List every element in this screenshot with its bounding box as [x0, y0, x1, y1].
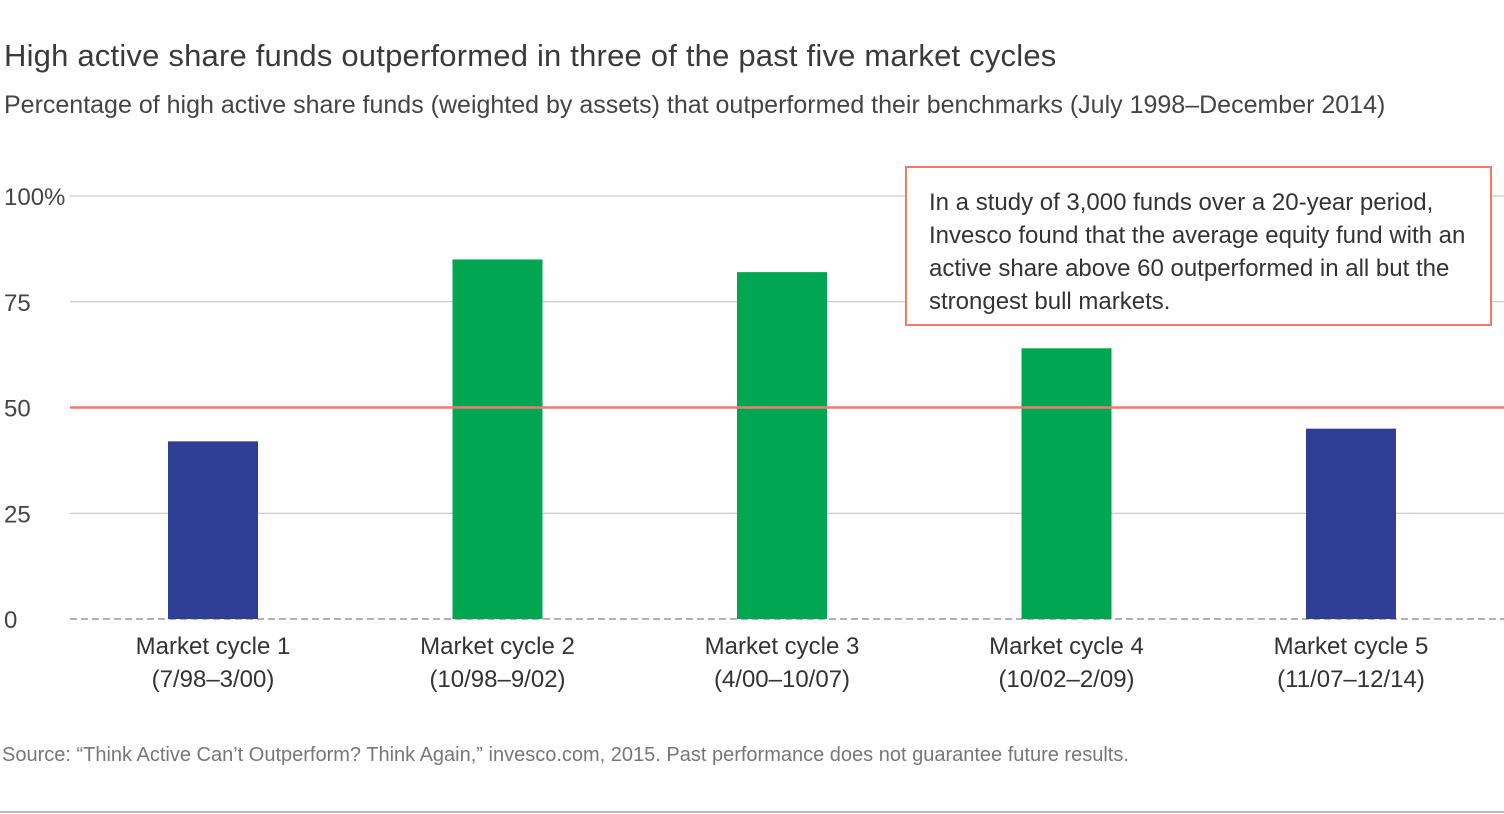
- x-tick-label: (10/98–9/02): [429, 666, 565, 693]
- callout-box: In a study of 3,000 funds over a 20-year…: [905, 166, 1492, 326]
- x-tick-label: Market cycle 5: [1274, 633, 1429, 660]
- x-tick-label: (7/98–3/00): [152, 666, 275, 693]
- y-tick-label: 75: [4, 290, 31, 317]
- bar: [737, 272, 827, 619]
- x-tick-label: (10/02–2/09): [998, 666, 1134, 693]
- source-note: Source: “Think Active Can’t Outperform? …: [2, 744, 1129, 766]
- footer-rule: [0, 811, 1504, 813]
- x-tick-label: (11/07–12/14): [1277, 666, 1425, 693]
- y-tick-label: 100%: [4, 184, 65, 211]
- chart-subtitle: Percentage of high active share funds (w…: [4, 91, 1386, 119]
- bars: [168, 259, 1396, 619]
- y-tick-label: 50: [4, 396, 31, 423]
- bar: [1021, 348, 1112, 619]
- bar: [1306, 428, 1396, 619]
- x-axis-labels: Market cycle 1 (7/98–3/00) Market cycle 2 (…: [136, 633, 1429, 693]
- y-tick-label: 25: [4, 501, 31, 528]
- x-tick-label: Market cycle 4: [989, 633, 1144, 660]
- x-tick-label: Market cycle 3: [705, 633, 860, 660]
- x-tick-label: Market cycle 2: [420, 633, 575, 660]
- x-tick-label: (4/00–10/07): [714, 666, 850, 693]
- y-axis-ticks: 100% 75 50 25 0: [4, 184, 65, 634]
- bar: [452, 259, 543, 619]
- bar: [168, 441, 258, 619]
- x-tick-label: Market cycle 1: [136, 633, 291, 660]
- callout-text: In a study of 3,000 funds over a 20-year…: [929, 189, 1466, 315]
- chart-title: High active share funds outperformed in …: [4, 38, 1057, 73]
- y-tick-label: 0: [4, 607, 17, 634]
